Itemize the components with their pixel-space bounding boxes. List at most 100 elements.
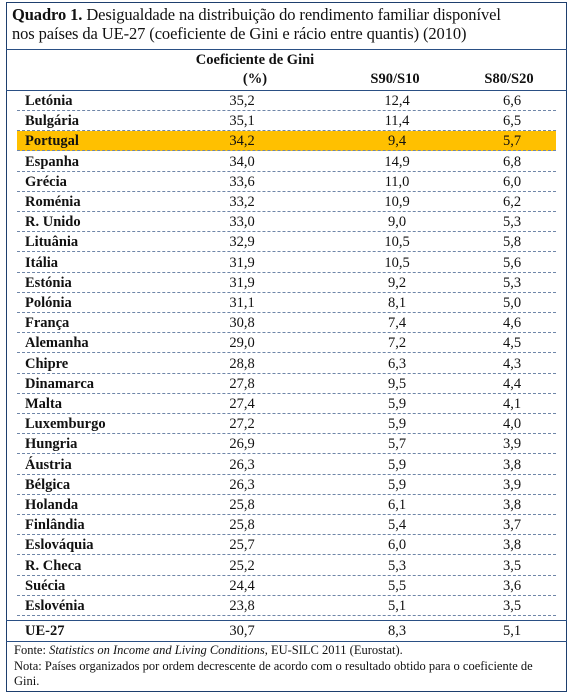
total-gini: 30,7 xyxy=(229,623,255,639)
table-row: Espanha 34,0 14,9 6,8 xyxy=(17,152,556,172)
total-s90: 8,3 xyxy=(387,623,407,639)
s90-cell: 10,5 xyxy=(384,234,410,251)
gini-cell: 27,4 xyxy=(229,396,255,412)
s90-cell: 5,3 xyxy=(387,557,407,574)
s80-cell: 5,3 xyxy=(502,274,522,291)
country-cell: Áustria xyxy=(25,456,72,473)
s90-cell: 7,4 xyxy=(387,315,407,332)
table-row: Portugal 34,2 9,4 5,7 xyxy=(17,131,556,152)
ordering-note: Nota: Países organizados por ordem decre… xyxy=(14,658,533,689)
table-caption: Quadro 1. Desigualdade na distribuição d… xyxy=(12,5,567,43)
s80-cell: 6,2 xyxy=(502,194,522,210)
country-cell: Bélgica xyxy=(25,476,71,493)
gini-cell: 23,8 xyxy=(229,598,255,614)
table-row: Alemanha 29,0 7,2 4,5 xyxy=(17,333,556,354)
column-header-s80: S80/S20 xyxy=(484,71,534,87)
total-s80: 5,1 xyxy=(502,623,522,639)
gini-cell: 24,4 xyxy=(229,577,255,594)
column-header-gini-line1: Coeficiente de Gini xyxy=(195,52,315,68)
table-row: R. Checa 25,2 5,3 3,5 xyxy=(17,556,556,576)
gini-cell: 25,2 xyxy=(229,557,255,574)
country-cell: Grécia xyxy=(25,173,67,190)
gini-cell: 33,0 xyxy=(229,214,255,231)
country-cell: Roménia xyxy=(25,194,81,210)
source-prefix: Fonte: xyxy=(14,643,50,657)
s80-cell: 3,5 xyxy=(502,598,522,614)
country-cell: Suécia xyxy=(25,577,66,594)
country-cell: Espanha xyxy=(25,153,80,170)
s90-cell: 10,5 xyxy=(384,254,410,271)
gini-cell: 30,8 xyxy=(229,315,255,332)
total-rule-top xyxy=(6,620,567,621)
s90-cell: 9,4 xyxy=(387,133,407,150)
country-cell: Luxemburgo xyxy=(25,416,106,433)
s90-cell: 14,9 xyxy=(384,153,410,170)
s80-cell: 5,7 xyxy=(502,133,522,150)
caption-text-line2: nos países da UE-27 (coeficiente de Gini… xyxy=(12,24,467,43)
table-row: Áustria 26,3 5,9 3,8 xyxy=(17,455,556,475)
country-cell: Eslovénia xyxy=(25,598,85,614)
s90-cell: 12,4 xyxy=(384,93,410,109)
gini-cell: 27,2 xyxy=(229,416,255,433)
s80-cell: 3,7 xyxy=(502,517,522,534)
country-cell: Dinamarca xyxy=(25,375,95,392)
s80-cell: 5,8 xyxy=(502,234,522,251)
gini-cell: 26,9 xyxy=(229,436,255,453)
country-cell: Hungria xyxy=(25,436,78,453)
table-row: Eslovénia 23,8 5,1 3,5 xyxy=(17,596,556,616)
gini-cell: 32,9 xyxy=(229,234,255,251)
table-row: Finlândia 25,8 5,4 3,7 xyxy=(17,515,556,536)
table-row: Polónia 31,1 8,1 5,0 xyxy=(17,293,556,313)
table-row: Chipre 28,8 6,3 4,3 xyxy=(17,354,556,374)
country-cell: Portugal xyxy=(25,133,79,150)
table-row: Bulgária 35,1 11,4 6,5 xyxy=(17,111,556,132)
country-cell: R. Checa xyxy=(25,557,82,574)
gini-cell: 25,8 xyxy=(229,497,255,513)
s80-cell: 3,9 xyxy=(502,476,522,493)
s80-cell: 4,5 xyxy=(502,335,522,352)
gini-cell: 25,8 xyxy=(229,517,255,534)
country-cell: França xyxy=(25,315,70,332)
source-title: Statistics on Income and Living Conditio… xyxy=(49,643,265,657)
table-row: Bélgica 26,3 5,9 3,9 xyxy=(17,475,556,495)
table-frame xyxy=(6,2,567,692)
gini-cell: 28,8 xyxy=(229,355,255,372)
s90-cell: 7,2 xyxy=(387,335,407,352)
s90-cell: 9,0 xyxy=(387,214,407,231)
country-cell: Holanda xyxy=(25,497,79,513)
caption-text-line1: Desigualdade na distribuição do rendimen… xyxy=(86,5,501,24)
s80-cell: 6,5 xyxy=(502,113,522,130)
country-cell: Eslováquia xyxy=(25,537,94,554)
s90-cell: 5,4 xyxy=(387,517,407,534)
gini-cell: 29,0 xyxy=(229,335,255,352)
column-header-gini: Coeficiente de Gini (%) xyxy=(180,51,330,89)
s90-cell: 8,1 xyxy=(387,295,407,311)
column-header-gini-line2: (%) xyxy=(242,71,268,87)
country-cell: Alemanha xyxy=(25,335,89,352)
table-row: Letónia 35,2 12,4 6,6 xyxy=(17,91,556,111)
s90-cell: 9,5 xyxy=(387,375,407,392)
gini-cell: 35,2 xyxy=(229,93,255,109)
s90-cell: 10,9 xyxy=(384,194,410,210)
s90-cell: 6,0 xyxy=(387,537,407,554)
table-row: Holanda 25,8 6,1 3,8 xyxy=(17,495,556,515)
s90-cell: 5,9 xyxy=(387,416,407,433)
s80-cell: 3,8 xyxy=(502,537,522,554)
gini-cell: 31,9 xyxy=(229,254,255,271)
s90-cell: 5,9 xyxy=(387,396,407,412)
country-cell: Malta xyxy=(25,396,63,412)
source-suffix: , EU-SILC 2011 (Eurostat). xyxy=(264,643,403,657)
gini-cell: 35,1 xyxy=(229,113,255,130)
header-rule-top xyxy=(6,49,567,50)
s80-cell: 3,8 xyxy=(502,456,522,473)
s80-cell: 5,0 xyxy=(502,295,522,311)
table-row: Itália 31,9 10,5 5,6 xyxy=(17,253,556,273)
country-cell: Bulgária xyxy=(25,113,79,130)
gini-cell: 25,7 xyxy=(229,537,255,554)
s90-cell: 6,3 xyxy=(387,355,407,372)
s80-cell: 4,0 xyxy=(502,416,522,433)
gini-cell: 34,2 xyxy=(229,133,255,150)
table-row: Dinamarca 27,8 9,5 4,4 xyxy=(17,374,556,394)
s80-cell: 3,5 xyxy=(502,557,522,574)
s90-cell: 5,7 xyxy=(387,436,407,453)
